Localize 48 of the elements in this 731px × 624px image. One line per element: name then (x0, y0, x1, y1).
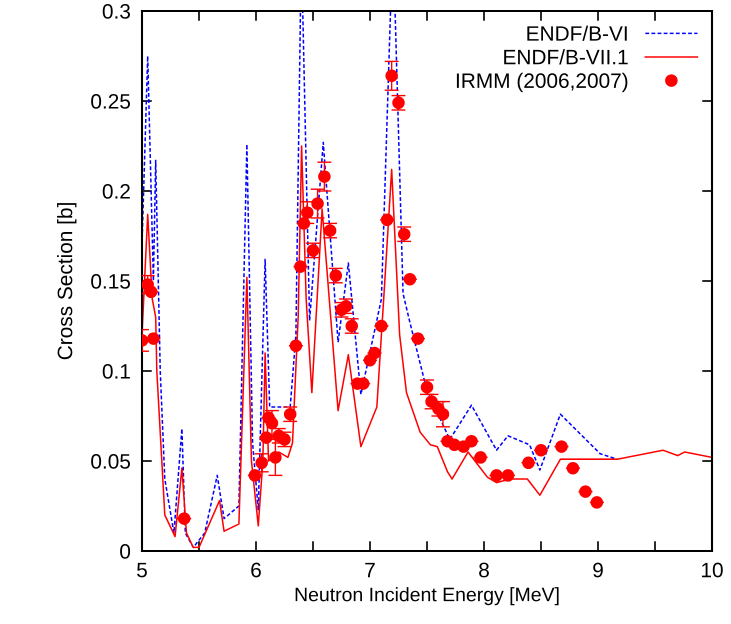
x-tick-label: 5 (137, 562, 147, 578)
point (404, 272, 416, 286)
x-tick-label: 10 (702, 562, 723, 578)
y-axis-title: Cross Section [b] (57, 203, 76, 360)
y-tick-label: 0.2 (102, 184, 130, 199)
legend-label: ENDF/B-VII.1 (504, 49, 628, 64)
point (294, 260, 307, 273)
y-tick-label: 0.05 (91, 454, 130, 469)
point (269, 451, 282, 464)
point (566, 462, 580, 474)
x-tick-label: 7 (365, 562, 375, 578)
point (579, 485, 592, 498)
x-tick-label: 8 (479, 562, 489, 578)
point (465, 434, 478, 448)
point (311, 197, 324, 210)
y-tick-label: 0.1 (102, 364, 130, 379)
point (457, 440, 470, 453)
y-tick-label: 0.25 (91, 94, 130, 109)
point (555, 440, 568, 453)
y-tick-label: 0.15 (91, 274, 130, 289)
point (590, 496, 604, 509)
point (147, 332, 160, 345)
legend-label: ENDF/B-VI (527, 26, 627, 41)
point (436, 408, 450, 420)
x-tick-label: 6 (251, 562, 261, 578)
legend-label: IRMM (2006,2007) (456, 72, 628, 92)
point (534, 444, 548, 456)
y-tick-label: 0.3 (102, 4, 130, 19)
point (385, 70, 398, 82)
point (298, 217, 310, 230)
point (178, 512, 190, 525)
line-series (142, 145, 712, 548)
y-tick-label: 0 (120, 544, 130, 559)
point (266, 416, 278, 430)
point (301, 206, 314, 219)
point (375, 320, 388, 332)
point (318, 170, 331, 183)
point (290, 340, 302, 352)
point (248, 469, 262, 482)
point (474, 451, 487, 464)
x-axis-title: Neutron Incident Energy [MeV] (296, 587, 559, 606)
point (522, 456, 535, 470)
point (144, 286, 158, 298)
point (255, 456, 268, 470)
x-tick-label: 9 (593, 562, 603, 578)
point (412, 332, 424, 345)
point (380, 214, 394, 226)
point (368, 346, 381, 360)
